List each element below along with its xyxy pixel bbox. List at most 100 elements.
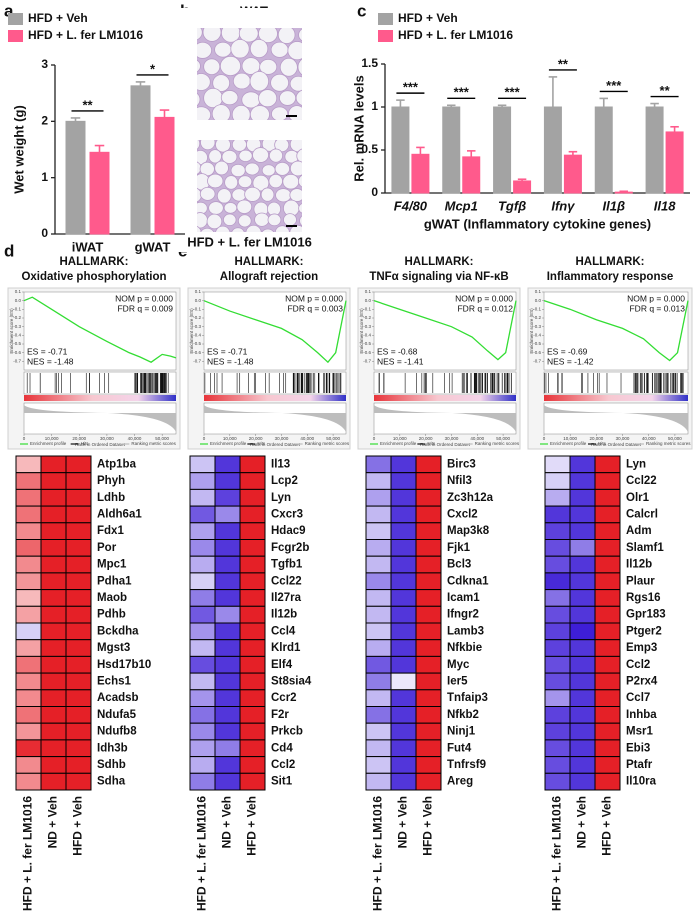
heatmap-cell [40,522,67,540]
heatmap-cell [15,455,42,474]
row-label: Il12b [626,559,652,571]
row-label: Mpc1 [97,559,127,571]
heatmap-cell [40,505,67,524]
heatmap-cell [365,589,392,607]
heatmap-cell [415,572,442,591]
panel-label: c [357,1,366,20]
row-label: Slamf1 [626,542,664,554]
heatmap-cell [365,522,392,540]
row-label: Ccl7 [626,692,650,704]
x-tick-label: 10,000 [223,436,237,441]
heatmap-cell [65,572,92,591]
heatmap-cell [594,722,621,741]
y-tick-label: -0.5 [13,341,21,346]
heatmap-cell [544,589,571,607]
x-tick-label: 50,000 [496,436,510,441]
y-axis-label: Rel. mRNA levels [351,75,366,181]
x-tick-label: 50,000 [326,436,340,441]
row-label: Ndufb8 [97,726,137,738]
x-tick-label: iWAT [72,239,104,254]
x-tick-label: 0 [373,436,376,441]
heatmap-cell [40,672,67,691]
heatmap-cell [390,772,417,791]
plot-title: HALLMARK: [60,256,129,268]
heatmap-cell [15,655,42,674]
row-label: Inhba [626,709,657,721]
heatmap-cell [239,672,266,691]
column-label: HFD + L. fer LM1016 [195,796,209,911]
heatmap-cell [40,722,67,741]
row-label: Ccr2 [271,692,297,704]
heatmap-cell [239,756,266,774]
heatmap-cell [569,722,596,741]
heatmap-cell [65,488,92,507]
adipocyte [258,89,278,108]
y-tick-label: 0.5 [361,142,378,156]
heatmap-cell [214,555,241,574]
x-tick-label: 20,000 [249,436,263,441]
row-label: Ier5 [447,675,468,687]
annotation: NOM p = 0.000 [455,293,513,303]
heatmap-cell [390,722,417,741]
heatmap-cell [239,505,266,524]
adipocyte [275,188,292,203]
heatmap-cell [239,522,266,540]
es-area [373,291,517,371]
x-tick-label: 30,000 [275,436,289,441]
row-label: Klrd1 [271,642,301,654]
y-tick-label: -0.1 [13,307,21,312]
heatmap-cell [40,622,67,641]
x-tick-label: Mcp1 [445,198,478,213]
annotation: ES = -0.68 [377,346,418,356]
heatmap-cell [390,572,417,591]
legend-label: Hits [257,441,265,446]
heatmap-cell [365,639,392,657]
heatmap-cell [65,722,92,741]
heatmap-cell [189,605,216,624]
row-label: Elf4 [271,659,293,671]
heatmap-cell [594,522,621,540]
panel-label: d [4,241,14,260]
annotation: FDR q = 0.003 [287,303,343,313]
rank-area [203,402,347,435]
legend-label: HFD + L. fer LM1016 [398,28,513,42]
heatmap-cell [65,522,92,540]
heatmap-cell [65,472,92,490]
heatmap-cell [214,772,241,791]
heatmap-cell [415,539,442,557]
heatmap-cell [40,555,67,574]
annotation: NES = -1.41 [377,356,424,366]
column-label: HFD + Veh [421,796,435,856]
heatmap-cell [239,689,266,707]
adipocyte [223,202,238,214]
heatmap-cell [365,505,392,524]
legend-label: Hits [81,441,89,446]
heatmap-cell [65,605,92,624]
adipocyte [277,25,296,44]
heatmap-cell [40,756,67,774]
x-tick-label: Tgfβ [498,198,526,213]
row-label: Emp3 [626,642,657,654]
heatmap-cell [40,455,67,474]
plot-subtitle: Oxidative phosphorylation [21,271,166,283]
heatmap-cell [415,639,442,657]
row-label: Il12b [271,609,297,621]
annotation: FDR q = 0.013 [629,303,685,313]
y-tick-label: 1 [41,170,48,184]
heatmap-cell [365,539,392,557]
plot-subtitle: TNFα signaling via NF-κB [369,271,508,283]
adipocyte [237,214,252,228]
y-tick-label: 2 [41,114,48,128]
adipocyte [252,174,270,192]
row-label: Fjk1 [447,542,471,554]
heatmap-cell [594,555,621,574]
x-tick-label: 10,000 [393,436,407,441]
heatmap-cell [569,472,596,490]
row-label: Sdha [97,776,126,788]
row-label: Rgs16 [626,592,661,604]
adipocyte [268,148,284,163]
heatmap-cell [15,756,42,774]
x-tick-label: F4/80 [394,198,428,213]
bar [65,120,86,235]
heatmap-cell [415,522,442,540]
